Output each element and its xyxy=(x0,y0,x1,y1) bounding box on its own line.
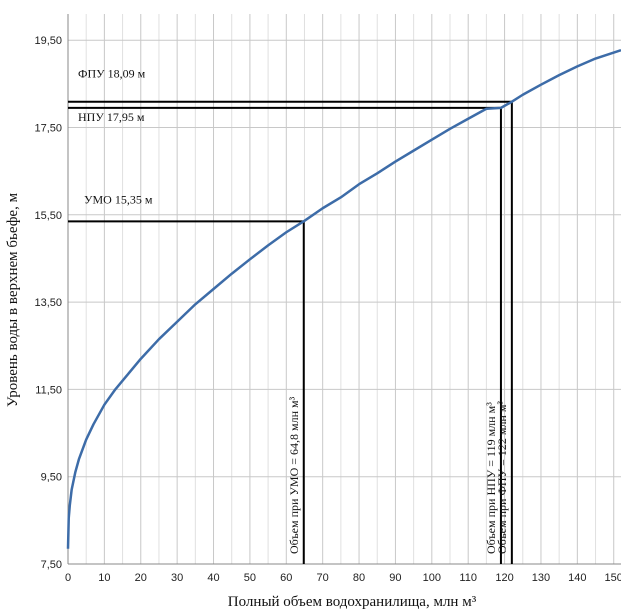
x-tick-label: 90 xyxy=(389,572,401,584)
x-tick-label: 70 xyxy=(317,572,329,584)
x-tick-label: 140 xyxy=(568,572,586,584)
grid xyxy=(67,14,621,565)
annotation-labels: ФПУ 18,09 м Объем при ФПУ = 122 млн м³ НПУ… xyxy=(78,67,509,554)
level-annotation-label: ФПУ 18,09 м xyxy=(78,67,146,81)
level-annotation-label: УМО 15,35 м xyxy=(84,192,153,206)
x-axis-title: Полный объем водохранилища, млн м³ xyxy=(228,594,477,610)
y-tick-label: 17,50 xyxy=(34,122,62,134)
y-tick-label: 11,50 xyxy=(35,384,62,396)
y-axis-title: Уровень воды в верхнем бьефе, м xyxy=(5,192,21,407)
x-tick-label: 80 xyxy=(353,572,365,584)
level-annotation-label: НПУ 17,95 м xyxy=(78,110,145,124)
level-volume-curve xyxy=(66,49,621,549)
x-tick-label: 110 xyxy=(459,572,477,584)
x-tick-label: 30 xyxy=(171,572,183,584)
volume-annotation-label: Объем при УМО = 64,8 млн м³ xyxy=(287,396,301,554)
x-tick-label: 0 xyxy=(65,572,71,584)
x-tick-label: 100 xyxy=(423,572,441,584)
y-tick-label: 13,50 xyxy=(34,297,62,309)
x-tick-label: 130 xyxy=(532,572,550,584)
tick-labels: 0 10 20 30 40 50 60 70 80 90 100 110 120 130 140 150 7,5… xyxy=(34,35,621,584)
x-tick-label: 50 xyxy=(244,572,256,584)
x-tick-label: 150 xyxy=(605,572,621,584)
reference-lines xyxy=(68,100,513,564)
x-tick-label: 40 xyxy=(207,572,219,584)
y-tick-label: 15,50 xyxy=(34,210,62,222)
series-layer xyxy=(66,49,621,549)
x-tick-label: 60 xyxy=(280,572,292,584)
x-tick-label: 20 xyxy=(135,572,147,584)
x-tick-label: 120 xyxy=(495,572,513,584)
y-tick-label: 19,50 xyxy=(34,35,62,47)
x-tick-label: 10 xyxy=(98,572,110,584)
y-tick-label: 7,50 xyxy=(41,559,62,571)
volume-annotation-label: Объем при НПУ = 119 млн м³ xyxy=(484,402,498,554)
y-tick-label: 9,50 xyxy=(41,472,62,484)
volume-annotation-label: Объем при ФПУ = 122 млн м³ xyxy=(495,401,509,554)
